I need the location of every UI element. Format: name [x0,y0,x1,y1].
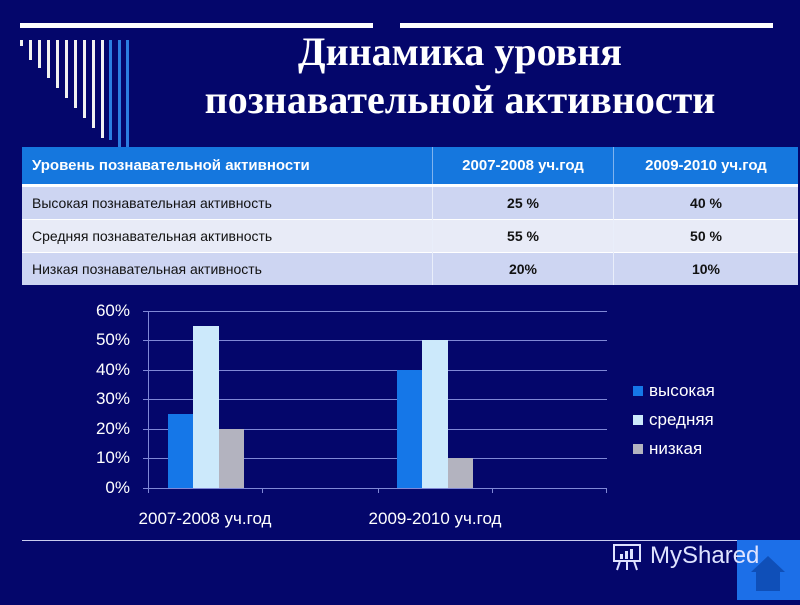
activity-table: Уровень познавательной активности 2007-2… [22,147,798,285]
home-icon [751,556,785,591]
legend-item-medium: средняя [633,405,715,434]
table-row: Средняя познавательная активность 55 % 5… [22,219,798,253]
bar-low-2009-2010 [448,458,473,488]
bottom-decorative-rule [22,540,800,541]
bar-medium-2009-2010 [422,340,448,488]
x-tick [492,488,493,493]
row-label: Высокая познавательная активность [22,184,433,220]
header-level: Уровень познавательной активности [22,147,433,186]
row-label: Низкая познавательная активность [22,252,433,285]
gridline [143,399,607,400]
bar-high-2007-2008 [168,414,193,488]
cell-value: 25 % [432,184,614,220]
cell-value: 40 % [613,184,798,220]
watermark-text: MyShared [650,542,760,569]
y-tick-label: 60% [95,301,130,320]
y-tick-label: 20% [95,419,130,438]
x-tick [262,488,263,493]
x-axis-line [143,488,607,489]
cell-value: 10% [613,252,798,285]
legend-swatch-icon [633,385,643,396]
top-decorative-rule-right [400,23,773,28]
header-2009-2010: 2009-2010 уч.год [613,147,798,186]
y-tick-label: 30% [95,389,130,408]
bar-low-2007-2008 [219,429,244,488]
legend-swatch-icon [633,414,643,425]
y-tick-label: 10% [95,448,130,467]
y-axis-line [148,311,149,493]
legend-item-high: высокая [633,376,715,405]
gridline [143,429,607,430]
row-label: Средняя познавательная активность [22,219,433,253]
gridline [143,311,607,312]
title-line-1: Динамика уровня [298,29,622,74]
watermark: MyShared [610,536,759,576]
cell-value: 55 % [432,219,614,253]
table-row: Высокая познавательная активность 25 % 4… [22,184,798,220]
title-line-2: познавательной активности [204,77,716,122]
top-decorative-rule [20,23,373,28]
gridline [143,340,607,341]
bar-medium-2007-2008 [193,326,219,488]
legend-label: средняя [649,409,714,429]
y-tick-label: 0% [105,478,130,497]
x-category-label: 2009-2010 уч.год [368,509,502,528]
cell-value: 50 % [613,219,798,253]
legend-swatch-icon [633,443,643,454]
legend-label: высокая [649,380,715,400]
presentation-board-icon [613,544,641,571]
table-header-row: Уровень познавательной активности 2007-2… [22,147,798,186]
bar-high-2009-2010 [397,370,422,488]
gridline [143,458,607,459]
gridline [143,370,607,371]
home-button[interactable] [737,540,800,600]
table-row: Низкая познавательная активность 20% 10% [22,252,798,285]
y-tick-label: 50% [95,330,130,349]
x-tick [378,488,379,493]
decorative-stripes [20,40,140,150]
x-category-label: 2007-2008 уч.год [138,509,272,528]
bar-chart: 60% 50% 40% 30% 20% 10% 0% 2007-2008 уч.… [0,290,800,540]
legend-item-low: низкая [633,434,715,463]
legend-label: низкая [649,438,703,458]
header-2007-2008: 2007-2008 уч.год [432,147,614,186]
cell-value: 20% [432,252,614,285]
chart-legend: высокая средняя низкая [633,376,715,463]
y-tick-label: 40% [95,360,130,379]
x-tick [606,488,607,493]
slide-title: Динамика уровня познавательной активност… [150,28,770,124]
